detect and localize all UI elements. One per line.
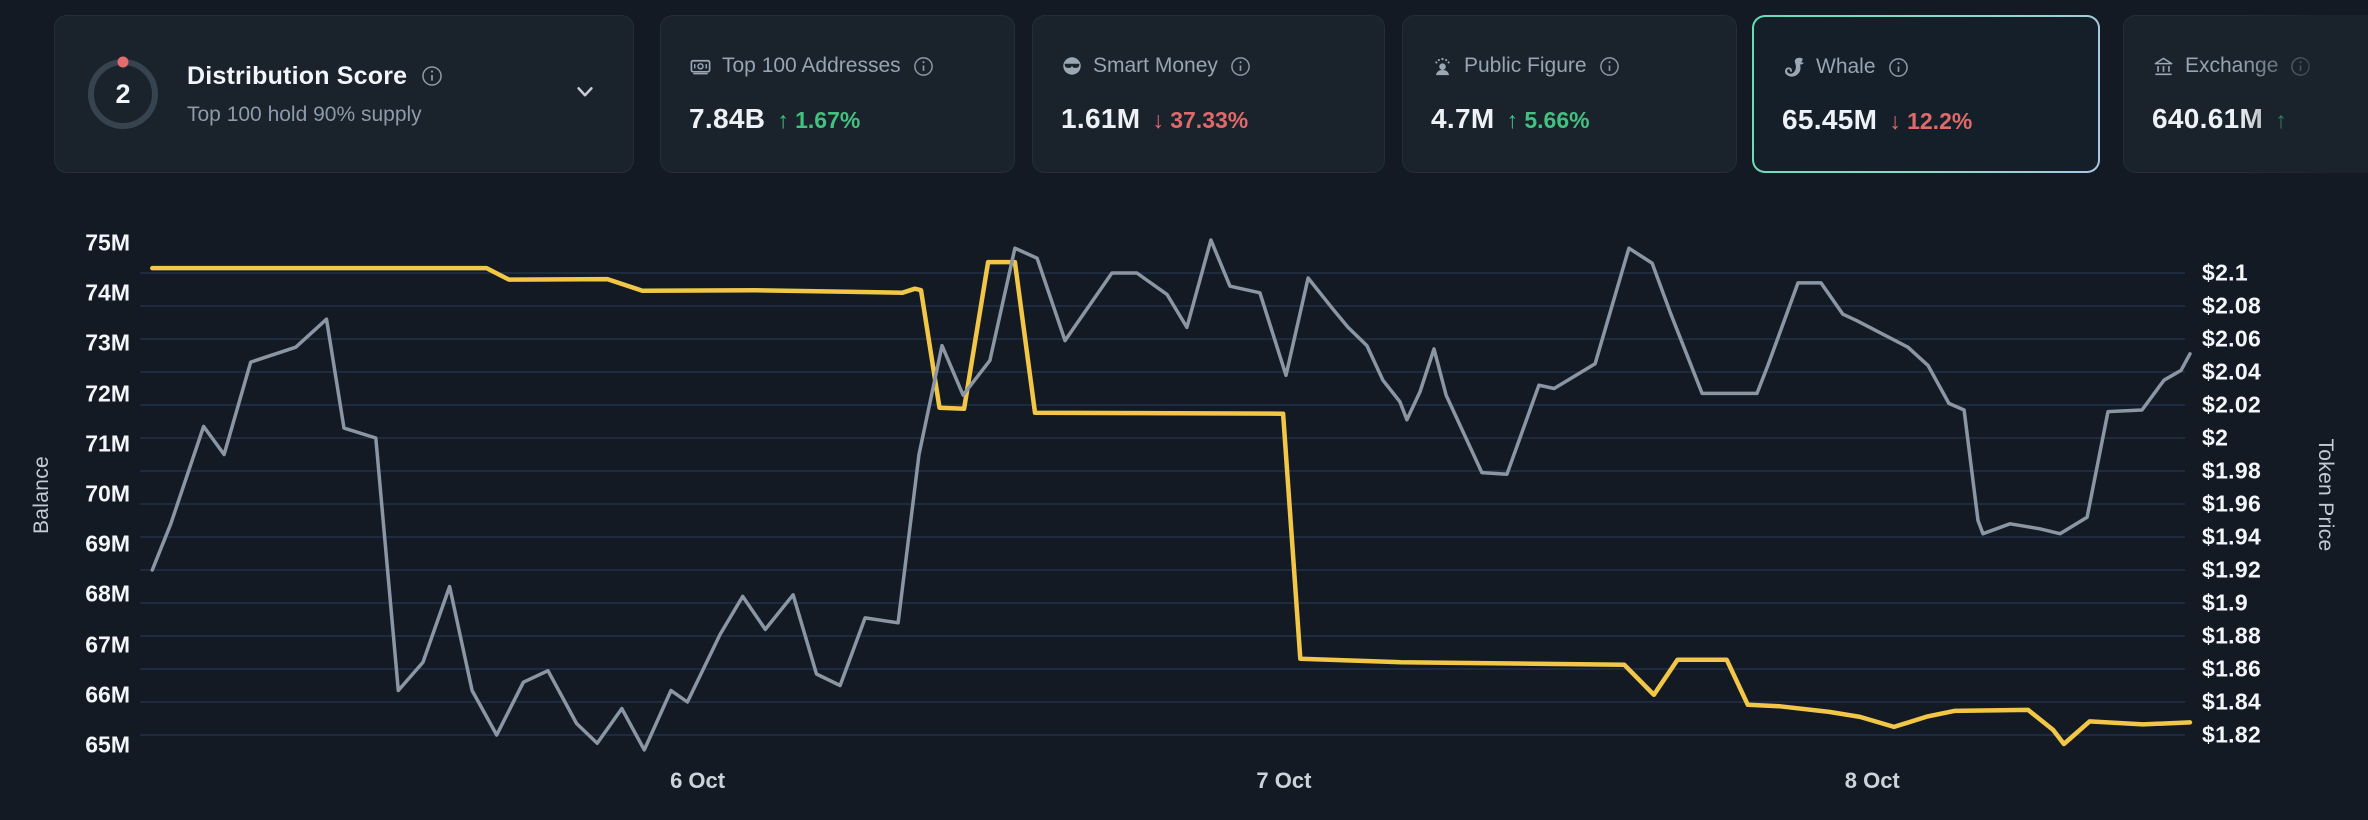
distribution-subtitle: Top 100 hold 90% supply — [187, 102, 422, 126]
banknote-icon — [689, 55, 712, 78]
card-value: 7.84B — [689, 103, 766, 134]
card-change-down: ↓ 12.2% — [1889, 108, 1973, 134]
card-title: Top 100 Addresses — [722, 54, 901, 77]
y-tick-left: 71M — [85, 430, 130, 457]
y-tick-right: $2.08 — [2202, 292, 2262, 319]
info-icon[interactable] — [1599, 56, 1620, 77]
card-title-row: Public Figure — [1431, 54, 1708, 78]
distribution-score-card[interactable]: 2 Distribution Score Top 100 hold 90% su… — [54, 15, 634, 173]
card-value-row: 65.45M ↓ 12.2% — [1782, 104, 2070, 136]
y-tick-left: 73M — [85, 329, 130, 356]
y-tick-left: 65M — [85, 731, 130, 758]
card-change-down: ↓ 37.33% — [1152, 107, 1249, 133]
y-tick-left: 67M — [85, 631, 130, 658]
chevron-down-icon[interactable] — [571, 78, 599, 111]
y-tick-right: $1.88 — [2202, 622, 2262, 649]
distribution-text: Distribution Score Top 100 hold 90% supp… — [187, 62, 443, 127]
y-tick-left: 75M — [85, 229, 130, 256]
y-tick-right: $2 — [2202, 424, 2229, 451]
y-tick-right: $2.02 — [2202, 391, 2262, 418]
public-figure-icon — [1431, 55, 1454, 78]
card-value: 4.7M — [1431, 103, 1495, 134]
y-tick-left: 66M — [85, 681, 130, 708]
card-value: 65.45M — [1782, 104, 1878, 135]
card-value-row: 1.61M ↓ 37.33% — [1061, 103, 1356, 135]
card-change-up: ↑ 1.67% — [777, 107, 861, 133]
y-tick-right: $1.86 — [2202, 655, 2262, 682]
left-axis-title: Balance — [30, 456, 53, 534]
y-tick-right: $1.92 — [2202, 556, 2262, 583]
card-value: 1.61M — [1061, 103, 1141, 134]
card-whale[interactable]: Whale 65.45M ↓ 12.2% — [1752, 15, 2100, 173]
whale-icon — [1782, 55, 1806, 79]
card-title-row: Whale — [1782, 55, 2070, 79]
card-title-row: Top 100 Addresses — [689, 54, 986, 78]
info-icon[interactable] — [1888, 57, 1909, 78]
y-tick-right: $1.94 — [2202, 523, 2262, 550]
right-axis-title: Token Price — [2314, 438, 2337, 552]
series-token-price — [150, 238, 2192, 752]
x-tick: 8 Oct — [1844, 768, 1900, 793]
info-icon[interactable] — [421, 65, 443, 87]
y-tick-right: $1.98 — [2202, 457, 2262, 484]
card-value-row: 4.7M ↑ 5.66% — [1431, 103, 1708, 135]
y-tick-right: $2.1 — [2202, 259, 2248, 286]
card-change-up: ↑ 5.66% — [1506, 107, 1590, 133]
info-icon[interactable] — [913, 56, 934, 77]
x-tick: 6 Oct — [670, 768, 726, 793]
score-ring — [88, 56, 158, 129]
card-value-row: 7.84B ↑ 1.67% — [689, 103, 986, 135]
y-tick-left: 72M — [85, 380, 130, 407]
series-whale-balance — [150, 259, 2193, 747]
y-tick-left: 74M — [85, 279, 130, 306]
bank-icon — [2152, 55, 2175, 78]
x-tick: 7 Oct — [1256, 768, 1312, 793]
card-public-figure[interactable]: Public Figure 4.7M ↑ 5.66% — [1402, 15, 1737, 173]
y-tick-right: $1.82 — [2202, 721, 2262, 748]
y-tick-right: $1.9 — [2202, 589, 2248, 616]
card-title: Public Figure — [1464, 54, 1587, 77]
y-tick-left: 69M — [85, 530, 130, 557]
smart-money-icon — [1061, 55, 1083, 77]
y-tick-left: 70M — [85, 480, 130, 507]
y-tick-right: $2.06 — [2202, 325, 2262, 352]
y-tick-left: 68M — [85, 580, 130, 607]
y-tick-right: $2.04 — [2202, 358, 2262, 385]
card-top-100-addresses[interactable]: Top 100 Addresses 7.84B ↑ 1.67% — [660, 15, 1015, 173]
distribution-title: Distribution Score — [187, 61, 408, 90]
card-title: Smart Money — [1093, 54, 1218, 77]
score-value: 2 — [115, 78, 131, 109]
score-marker-dot — [117, 56, 129, 68]
card-title: Whale — [1816, 55, 1876, 78]
info-icon[interactable] — [1230, 56, 1251, 77]
y-tick-right: $1.84 — [2202, 688, 2262, 715]
score-gauge: 2 — [85, 56, 161, 132]
card-title-row: Smart Money — [1061, 54, 1356, 78]
y-tick-right: $1.96 — [2202, 490, 2262, 517]
card-smart-money[interactable]: Smart Money 1.61M ↓ 37.33% — [1032, 15, 1385, 173]
